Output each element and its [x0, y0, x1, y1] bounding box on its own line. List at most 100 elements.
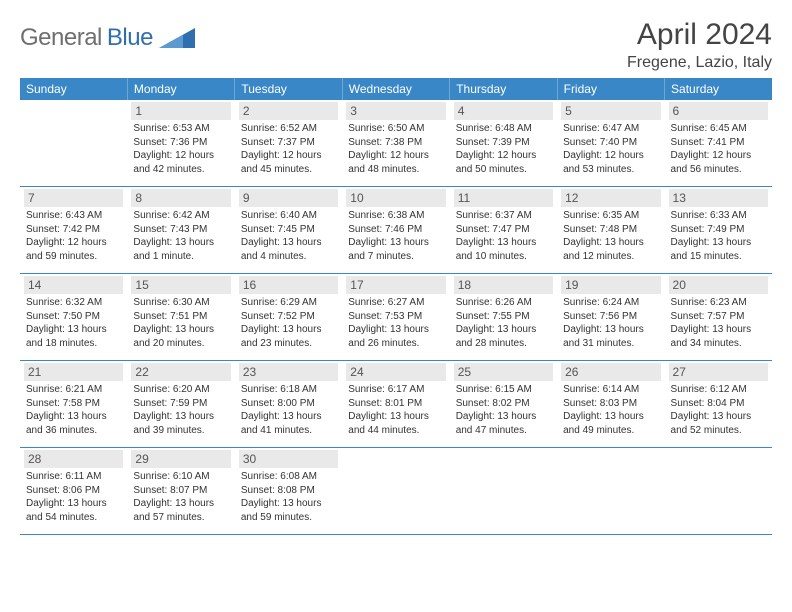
sunset-text: Sunset: 7:58 PM	[26, 397, 121, 411]
sunset-text: Sunset: 7:53 PM	[348, 310, 443, 324]
daylight-text: Daylight: 13 hours and 44 minutes.	[348, 410, 443, 437]
day-info: Sunrise: 6:30 AMSunset: 7:51 PMDaylight:…	[131, 296, 230, 350]
calendar-day-cell: 23Sunrise: 6:18 AMSunset: 8:00 PMDayligh…	[235, 361, 342, 448]
sunset-text: Sunset: 7:45 PM	[241, 223, 336, 237]
day-info: Sunrise: 6:12 AMSunset: 8:04 PMDaylight:…	[669, 383, 768, 437]
calendar-day-cell: 28Sunrise: 6:11 AMSunset: 8:06 PMDayligh…	[20, 448, 127, 535]
day-number: 24	[346, 363, 445, 381]
logo: GeneralBlue	[20, 24, 195, 52]
day-info: Sunrise: 6:20 AMSunset: 7:59 PMDaylight:…	[131, 383, 230, 437]
sunrise-text: Sunrise: 6:37 AM	[456, 209, 551, 223]
day-number: 16	[239, 276, 338, 294]
sunrise-text: Sunrise: 6:18 AM	[241, 383, 336, 397]
sunrise-text: Sunrise: 6:53 AM	[133, 122, 228, 136]
sunrise-text: Sunrise: 6:52 AM	[241, 122, 336, 136]
calendar-day-cell	[20, 100, 127, 187]
day-info: Sunrise: 6:32 AMSunset: 7:50 PMDaylight:…	[24, 296, 123, 350]
day-info: Sunrise: 6:11 AMSunset: 8:06 PMDaylight:…	[24, 470, 123, 524]
daylight-text: Daylight: 13 hours and 10 minutes.	[456, 236, 551, 263]
sunset-text: Sunset: 7:39 PM	[456, 136, 551, 150]
calendar-day-cell	[665, 448, 772, 535]
daylight-text: Daylight: 13 hours and 12 minutes.	[563, 236, 658, 263]
sunrise-text: Sunrise: 6:33 AM	[671, 209, 766, 223]
calendar-day-cell: 24 Sunrise: 6:17 AMSunset: 8:01 PMDayligh…	[342, 361, 449, 448]
day-number: 5	[561, 102, 660, 120]
sunrise-text: Sunrise: 6:26 AM	[456, 296, 551, 310]
sunrise-text: Sunrise: 6:15 AM	[456, 383, 551, 397]
sunrise-text: Sunrise: 6:12 AM	[671, 383, 766, 397]
logo-text-blue: Blue	[107, 24, 153, 52]
title-block: April 2024 Fregene, Lazio, Italy	[627, 18, 772, 72]
calendar-day-cell: 5 Sunrise: 6:47 AMSunset: 7:40 PMDaylight…	[557, 100, 664, 187]
day-number: 23	[239, 363, 338, 381]
daylight-text: Daylight: 13 hours and 31 minutes.	[563, 323, 658, 350]
daylight-text: Daylight: 13 hours and 15 minutes.	[671, 236, 766, 263]
sunrise-text: Sunrise: 6:17 AM	[348, 383, 443, 397]
sunset-text: Sunset: 7:38 PM	[348, 136, 443, 150]
sunset-text: Sunset: 7:36 PM	[133, 136, 228, 150]
day-info: Sunrise: 6:43 AMSunset: 7:42 PMDaylight:…	[24, 209, 123, 263]
sunrise-text: Sunrise: 6:30 AM	[133, 296, 228, 310]
day-info: Sunrise: 6:08 AMSunset: 8:08 PMDaylight:…	[239, 470, 338, 524]
day-number: 4	[454, 102, 553, 120]
calendar-day-cell: 11 Sunrise: 6:37 AMSunset: 7:47 PMDayligh…	[450, 187, 557, 274]
sunrise-text: Sunrise: 6:48 AM	[456, 122, 551, 136]
day-number: 7	[24, 189, 123, 207]
calendar-day-cell: 30 Sunrise: 6:08 AMSunset: 8:08 PMDayligh…	[235, 448, 342, 535]
sunrise-text: Sunrise: 6:32 AM	[26, 296, 121, 310]
sunrise-text: Sunrise: 6:40 AM	[241, 209, 336, 223]
day-number: 30	[239, 450, 338, 468]
page-title: April 2024	[627, 18, 772, 52]
sunset-text: Sunset: 8:00 PM	[241, 397, 336, 411]
day-info: Sunrise: 6:29 AMSunset: 7:52 PMDaylight:…	[239, 296, 338, 350]
sunset-text: Sunset: 7:55 PM	[456, 310, 551, 324]
sunrise-text: Sunrise: 6:45 AM	[671, 122, 766, 136]
sunset-text: Sunset: 7:42 PM	[26, 223, 121, 237]
calendar-day-cell: 7 Sunrise: 6:43 AMSunset: 7:42 PMDaylight…	[20, 187, 127, 274]
daylight-text: Daylight: 13 hours and 47 minutes.	[456, 410, 551, 437]
sunrise-text: Sunrise: 6:29 AM	[241, 296, 336, 310]
sunset-text: Sunset: 7:56 PM	[563, 310, 658, 324]
day-info: Sunrise: 6:33 AMSunset: 7:49 PMDaylight:…	[669, 209, 768, 263]
calendar-day-cell: 3Sunrise: 6:50 AMSunset: 7:38 PMDaylight…	[342, 100, 449, 187]
logo-text-gray: General	[20, 24, 102, 52]
day-info: Sunrise: 6:26 AMSunset: 7:55 PMDaylight:…	[454, 296, 553, 350]
sunrise-text: Sunrise: 6:24 AM	[563, 296, 658, 310]
day-info: Sunrise: 6:35 AMSunset: 7:48 PMDaylight:…	[561, 209, 660, 263]
calendar-day-cell: 29Sunrise: 6:10 AMSunset: 8:07 PMDayligh…	[127, 448, 234, 535]
daylight-text: Daylight: 12 hours and 53 minutes.	[563, 149, 658, 176]
day-info: Sunrise: 6:47 AMSunset: 7:40 PMDaylight:…	[561, 122, 660, 176]
daylight-text: Daylight: 13 hours and 26 minutes.	[348, 323, 443, 350]
calendar-day-cell	[557, 448, 664, 535]
day-number: 3	[346, 102, 445, 120]
sunrise-text: Sunrise: 6:14 AM	[563, 383, 658, 397]
daylight-text: Daylight: 13 hours and 52 minutes.	[671, 410, 766, 437]
daylight-text: Daylight: 13 hours and 49 minutes.	[563, 410, 658, 437]
day-number: 8	[131, 189, 230, 207]
sunrise-text: Sunrise: 6:38 AM	[348, 209, 443, 223]
calendar-day-cell: 1Sunrise: 6:53 AMSunset: 7:36 PMDaylight…	[127, 100, 234, 187]
daylight-text: Daylight: 13 hours and 23 minutes.	[241, 323, 336, 350]
daylight-text: Daylight: 12 hours and 56 minutes.	[671, 149, 766, 176]
day-number: 11	[454, 189, 553, 207]
calendar-day-cell: 13Sunrise: 6:33 AMSunset: 7:49 PMDayligh…	[665, 187, 772, 274]
day-number: 26	[561, 363, 660, 381]
sunset-text: Sunset: 7:47 PM	[456, 223, 551, 237]
calendar-week-row: 21Sunrise: 6:21 AMSunset: 7:58 PMDayligh…	[20, 361, 772, 448]
daylight-text: Daylight: 13 hours and 18 minutes.	[26, 323, 121, 350]
calendar-day-cell: 10Sunrise: 6:38 AMSunset: 7:46 PMDayligh…	[342, 187, 449, 274]
sunset-text: Sunset: 8:01 PM	[348, 397, 443, 411]
sunset-text: Sunset: 7:43 PM	[133, 223, 228, 237]
daylight-text: Daylight: 13 hours and 7 minutes.	[348, 236, 443, 263]
day-number: 25	[454, 363, 553, 381]
weekday-header: Tuesday	[235, 78, 342, 100]
calendar-day-cell: 16 Sunrise: 6:29 AMSunset: 7:52 PMDayligh…	[235, 274, 342, 361]
day-info: Sunrise: 6:23 AMSunset: 7:57 PMDaylight:…	[669, 296, 768, 350]
calendar-day-cell: 14Sunrise: 6:32 AMSunset: 7:50 PMDayligh…	[20, 274, 127, 361]
day-number: 27	[669, 363, 768, 381]
header: GeneralBlue April 2024 Fregene, Lazio, I…	[20, 18, 772, 72]
sunset-text: Sunset: 7:41 PM	[671, 136, 766, 150]
day-info: Sunrise: 6:27 AMSunset: 7:53 PMDaylight:…	[346, 296, 445, 350]
day-info: Sunrise: 6:45 AMSunset: 7:41 PMDaylight:…	[669, 122, 768, 176]
calendar-day-cell: 4Sunrise: 6:48 AMSunset: 7:39 PMDaylight…	[450, 100, 557, 187]
